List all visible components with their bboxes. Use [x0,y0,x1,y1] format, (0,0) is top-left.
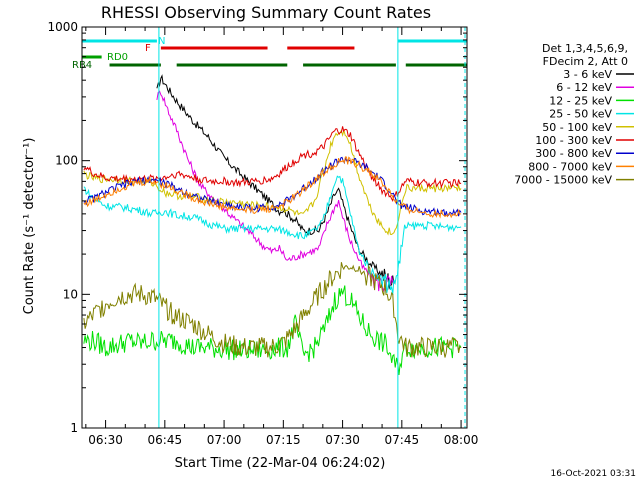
x-tick-label: 06:45 [148,433,183,447]
y-tick-label: 1 [70,421,78,435]
x-tick-label: 07:45 [385,433,420,447]
flag-n-label: N [158,36,165,47]
plot-frame [81,26,468,429]
legend-entry-label: 50 - 100 keV [542,121,612,134]
series-lines [83,74,462,376]
series-7000-15000keV-line [83,262,462,358]
legend-entry-label: 6 - 12 keV [556,81,612,94]
series-6-12keV-line [156,90,395,293]
y-axis-label: Count Rate (s⁻¹ detector⁻¹) [22,138,37,315]
x-tick-label: 07:15 [266,433,301,447]
x-tick-label: 07:00 [207,433,242,447]
legend-entry-label: 300 - 800 keV [535,147,612,160]
x-axis-label: Start Time (22-Mar-04 06:24:02) [175,456,386,471]
flag-f-label: F [145,43,151,54]
y-tick-label: 10 [63,287,78,301]
legend-header-line: Det 1,3,4,5,6,9, [542,42,628,55]
legend-entry-label: 7000 - 15000 keV [514,174,612,187]
y-axis-ticks: 1 10 100 1000 [47,20,467,435]
series-100-300keV-line [83,126,462,203]
x-tick-label: 08:00 [444,433,479,447]
legend: Det 1,3,4,5,6,9,FDecim 2, Att 03 - 6 keV… [514,42,634,187]
series-3-6keV-line [156,74,395,291]
legend-header-line: FDecim 2, Att 0 [543,55,628,68]
y-tick-label: 100 [55,154,78,168]
vertical-markers [158,27,466,428]
legend-entry-label: 3 - 6 keV [563,68,612,81]
y-tick-label: 1000 [47,20,78,34]
x-tick-label: 07:30 [325,433,360,447]
footer-date: 16-Oct-2021 03:31 [551,469,636,479]
chart-title: RHESSI Observing Summary Count Rates [101,3,431,22]
series-800-7000keV-line [83,156,462,219]
series-25-50keV-line [83,175,462,295]
flag-rd0-label: RD0 [107,52,128,63]
series-12-25keV-line [83,285,462,376]
x-axis-ticks: 06:30 06:45 07:00 07:15 07:30 07:45 08:00 [85,27,479,447]
legend-entry-label: 100 - 300 keV [535,134,612,147]
legend-entry-label: 12 - 25 keV [549,94,612,107]
legend-entry-label: 25 - 50 keV [549,108,612,121]
x-tick-label: 06:30 [88,433,123,447]
legend-entry-label: 800 - 7000 keV [528,160,612,173]
